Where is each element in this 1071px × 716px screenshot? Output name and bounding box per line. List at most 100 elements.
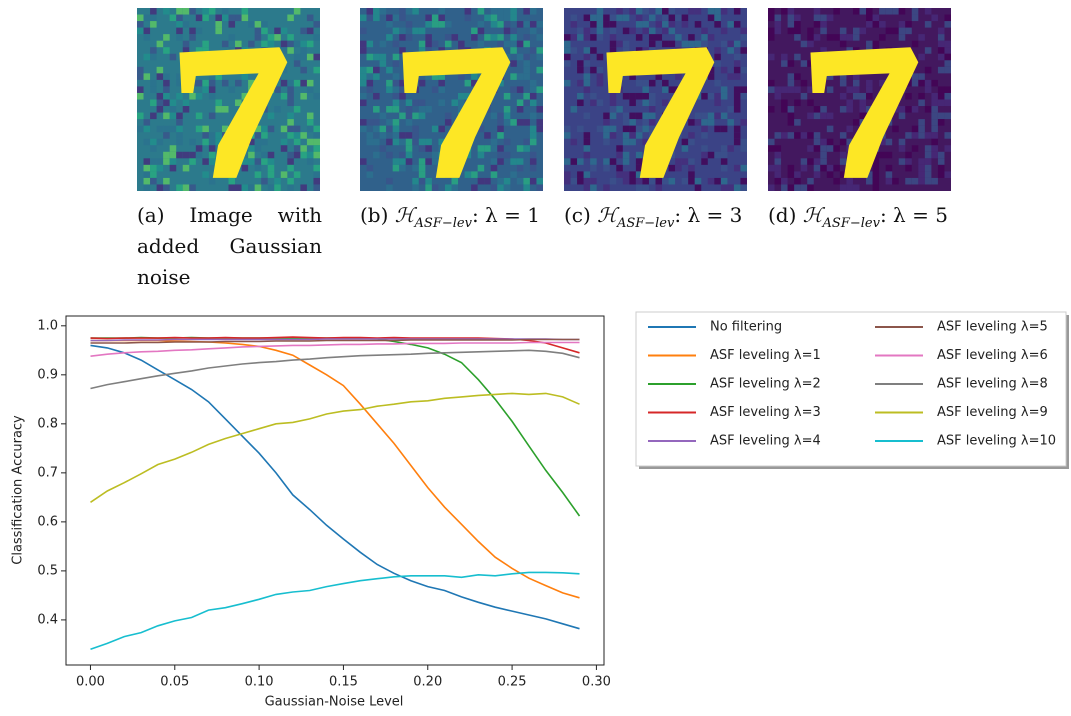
- noise-pixel: [267, 184, 275, 191]
- noise-pixel: [642, 8, 649, 15]
- noise-pixel: [490, 21, 498, 28]
- noise-pixel: [609, 27, 617, 35]
- noise-pixel: [833, 164, 840, 172]
- noise-pixel: [694, 21, 702, 28]
- noise-pixel: [228, 86, 236, 93]
- noise-pixel: [418, 171, 426, 178]
- noise-pixel: [727, 40, 734, 48]
- caption: (b) ℋASF−lev: λ = 1: [360, 200, 545, 239]
- noise-pixel: [924, 164, 932, 172]
- noise-pixel: [425, 158, 432, 165]
- noise-pixel: [629, 73, 636, 80]
- noise-pixel: [655, 34, 663, 41]
- noise-pixel: [471, 27, 478, 35]
- noise-pixel: [590, 164, 597, 172]
- noise-pixel: [583, 86, 591, 93]
- noise-pixel: [733, 132, 741, 139]
- noise-pixel: [366, 14, 374, 22]
- noise-pixel: [866, 92, 873, 100]
- noise-pixel: [163, 112, 170, 120]
- noise-pixel: [254, 132, 262, 139]
- noise-pixel: [143, 73, 151, 80]
- noise-pixel: [852, 92, 860, 100]
- noise-pixel: [536, 21, 543, 28]
- noise-pixel: [169, 158, 177, 165]
- noise-pixel: [516, 21, 524, 28]
- noise-pixel: [503, 106, 511, 113]
- noise-pixel: [287, 151, 294, 159]
- noise-pixel: [583, 34, 591, 41]
- noise-pixel: [577, 125, 584, 133]
- noise-pixel: [872, 171, 880, 178]
- noise-pixel: [662, 177, 669, 185]
- noise-pixel: [405, 112, 413, 120]
- noise-pixel: [484, 145, 491, 152]
- noise-pixel: [516, 145, 524, 152]
- noise-pixel: [503, 151, 511, 159]
- noise-pixel: [944, 21, 951, 28]
- noise-pixel: [431, 86, 439, 93]
- noise-pixel: [931, 151, 938, 159]
- noise-pixel: [681, 40, 689, 48]
- noise-pixel: [787, 86, 795, 93]
- noise-pixel: [944, 99, 951, 107]
- noise-pixel: [412, 177, 419, 185]
- noise-pixel: [176, 119, 183, 126]
- noise-pixel: [392, 132, 400, 139]
- noise-pixel: [583, 73, 591, 80]
- noise-pixel: [768, 8, 775, 15]
- noise-pixel: [866, 79, 873, 87]
- noise-pixel: [169, 112, 177, 120]
- noise-pixel: [740, 86, 747, 93]
- legend-label: ASF leveling λ=4: [710, 434, 821, 449]
- noise-pixel: [813, 112, 821, 120]
- noise-pixel: [794, 27, 801, 35]
- noise-pixel: [733, 164, 741, 172]
- noise-pixel: [800, 164, 808, 172]
- noise-pixel: [425, 138, 432, 146]
- noise-pixel: [536, 177, 543, 185]
- noise-pixel: [163, 99, 170, 107]
- noise-pixel: [248, 158, 255, 165]
- noise-pixel: [399, 138, 406, 146]
- noise-pixel: [523, 177, 530, 185]
- noise-pixel: [879, 151, 886, 159]
- noise-pixel: [418, 145, 426, 152]
- noise-pixel: [688, 8, 695, 15]
- noise-pixel: [564, 34, 571, 41]
- noise-pixel: [202, 125, 209, 133]
- noise-pixel: [425, 106, 432, 113]
- noise-pixel: [768, 34, 775, 41]
- noise-pixel: [911, 145, 919, 152]
- noise-pixel: [293, 132, 301, 139]
- noise-pixel: [911, 132, 919, 139]
- noise-pixel: [386, 138, 393, 146]
- noise-pixel: [386, 125, 393, 133]
- noise-pixel: [642, 119, 649, 126]
- noise-pixel: [510, 47, 517, 54]
- noise-pixel: [536, 47, 543, 54]
- noise-pixel: [872, 164, 880, 172]
- noise-pixel: [918, 73, 925, 80]
- noise-pixel: [918, 79, 925, 87]
- noise-pixel: [564, 177, 571, 185]
- digit: [810, 47, 919, 178]
- noise-pixel: [412, 164, 419, 172]
- noise-pixel: [648, 40, 656, 48]
- noise-pixel: [228, 14, 236, 22]
- noise-pixel: [616, 8, 623, 15]
- panel-image: [564, 8, 747, 191]
- noise-pixel: [733, 73, 741, 80]
- noise-pixel: [720, 125, 728, 133]
- noise-pixel: [590, 99, 597, 107]
- noise-pixel: [774, 92, 782, 100]
- noise-pixel: [807, 112, 814, 120]
- noise-pixel: [733, 106, 741, 113]
- noise-pixel: [169, 53, 177, 61]
- noise-pixel: [781, 60, 788, 67]
- noise-pixel: [846, 86, 853, 93]
- noise-pixel: [879, 79, 886, 87]
- noise-pixel: [879, 34, 886, 41]
- noise-pixel: [931, 119, 938, 126]
- noise-pixel: [826, 164, 834, 172]
